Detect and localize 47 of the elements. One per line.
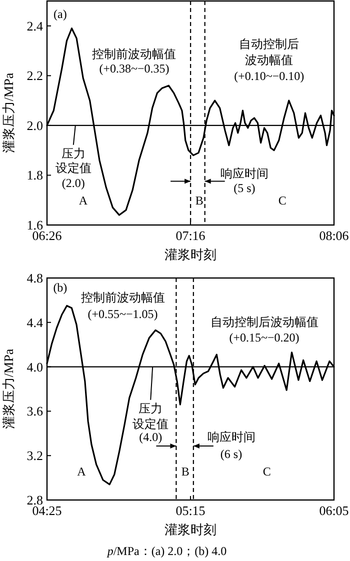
annotation: 压力: [138, 401, 163, 416]
annotation: 自动控制后波动幅值: [210, 314, 318, 329]
y-tick-label: 1.8: [26, 168, 43, 183]
y-tick-label: 4.8: [26, 270, 43, 286]
annotation: B: [195, 194, 204, 208]
y-axis-title: 灌浆压力/MPa: [1, 348, 16, 430]
y-tick-label: 4.4: [26, 314, 44, 330]
y-tick-label: 3.6: [26, 404, 44, 419]
x-tick-label: 06:05: [319, 503, 349, 518]
y-axis-title: 灌浆压力/MPa: [1, 72, 16, 154]
annotation: 控制前波动幅值: [92, 46, 176, 61]
annotation: (2.0): [62, 176, 85, 190]
annotation: (4.0): [139, 430, 162, 444]
y-tick-label: 2.2: [26, 68, 43, 84]
annotation: (+0.55~−1.05): [88, 307, 158, 322]
x-axis-title: 灌浆时刻: [164, 522, 216, 537]
y-tick-label: 2.4: [26, 18, 44, 34]
annotation: (+0.38~−0.35): [99, 62, 170, 76]
annotation: A: [77, 464, 86, 479]
annotation: (+0.10~−0.10): [234, 69, 304, 84]
x-tick-label: 07:16: [176, 228, 206, 243]
y-tick-label: 3.2: [26, 448, 43, 464]
annotation: (6 s): [220, 446, 242, 461]
annotation: C: [278, 194, 286, 208]
annotation: A: [78, 194, 88, 208]
y-tick-label: 2.8: [26, 492, 43, 508]
x-tick-label: 08:06: [319, 228, 350, 243]
annotation: C: [262, 464, 271, 479]
annotation: (+0.15~−0.20): [229, 330, 300, 344]
x-tick-label: 05:15: [176, 503, 206, 518]
annotation: 响应时间: [220, 166, 268, 180]
annotation: 压力: [61, 146, 86, 160]
x-axis-title: 灌浆时刻: [164, 247, 216, 262]
annotation: 设定值: [132, 416, 169, 431]
annotation: (b): [53, 280, 68, 294]
annotation: (a): [54, 7, 67, 22]
y-tick-label: 4.0: [26, 359, 43, 374]
y-tick-label: 1.6: [26, 218, 44, 232]
annotation: 控制前波动幅值: [80, 290, 165, 304]
annotation: 波动幅值: [245, 52, 294, 67]
annotation: 响应时间: [207, 430, 256, 444]
annotation: (5 s): [234, 181, 256, 196]
y-tick-label: 2.0: [26, 118, 43, 133]
text: p/MPa：(a) 2.0；(b) 4.0: [106, 544, 227, 558]
annotation: 设定值: [55, 161, 92, 176]
annotation: 自动控制后: [239, 36, 300, 51]
annotation: B: [181, 464, 190, 479]
